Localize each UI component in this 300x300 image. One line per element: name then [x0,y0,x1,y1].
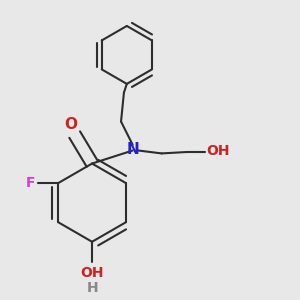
Text: O: O [64,117,77,132]
Text: F: F [26,176,35,190]
Text: OH: OH [206,143,230,158]
Text: H: H [86,281,98,295]
Text: OH: OH [80,266,104,280]
Text: N: N [126,142,139,157]
